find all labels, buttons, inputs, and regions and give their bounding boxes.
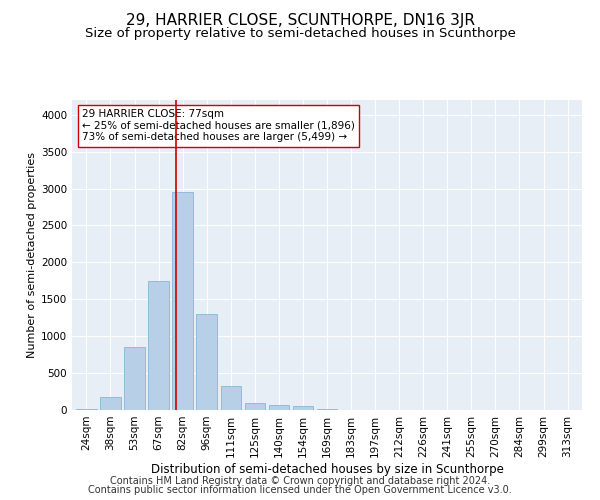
Bar (269, 405, 289, 410)
Bar (245, 402, 265, 410)
Y-axis label: Number of semi-detached properties: Number of semi-detached properties (27, 152, 37, 358)
X-axis label: Distribution of semi-detached houses by size in Scunthorpe: Distribution of semi-detached houses by … (151, 462, 503, 475)
Bar (172, 192, 193, 410)
Bar (148, 281, 169, 410)
Text: 29 HARRIER CLOSE: 77sqm
← 25% of semi-detached houses are smaller (1,896)
73% of: 29 HARRIER CLOSE: 77sqm ← 25% of semi-de… (82, 110, 355, 142)
Text: 29, HARRIER CLOSE, SCUNTHORPE, DN16 3JR: 29, HARRIER CLOSE, SCUNTHORPE, DN16 3JR (125, 12, 475, 28)
Bar (293, 406, 313, 410)
Bar (221, 386, 241, 410)
Text: Contains HM Land Registry data © Crown copyright and database right 2024.: Contains HM Land Registry data © Crown c… (110, 476, 490, 486)
Bar (124, 348, 145, 410)
Bar (100, 397, 121, 410)
Text: Contains public sector information licensed under the Open Government Licence v3: Contains public sector information licen… (88, 485, 512, 495)
Bar (196, 314, 217, 410)
Text: Size of property relative to semi-detached houses in Scunthorpe: Size of property relative to semi-detach… (85, 28, 515, 40)
